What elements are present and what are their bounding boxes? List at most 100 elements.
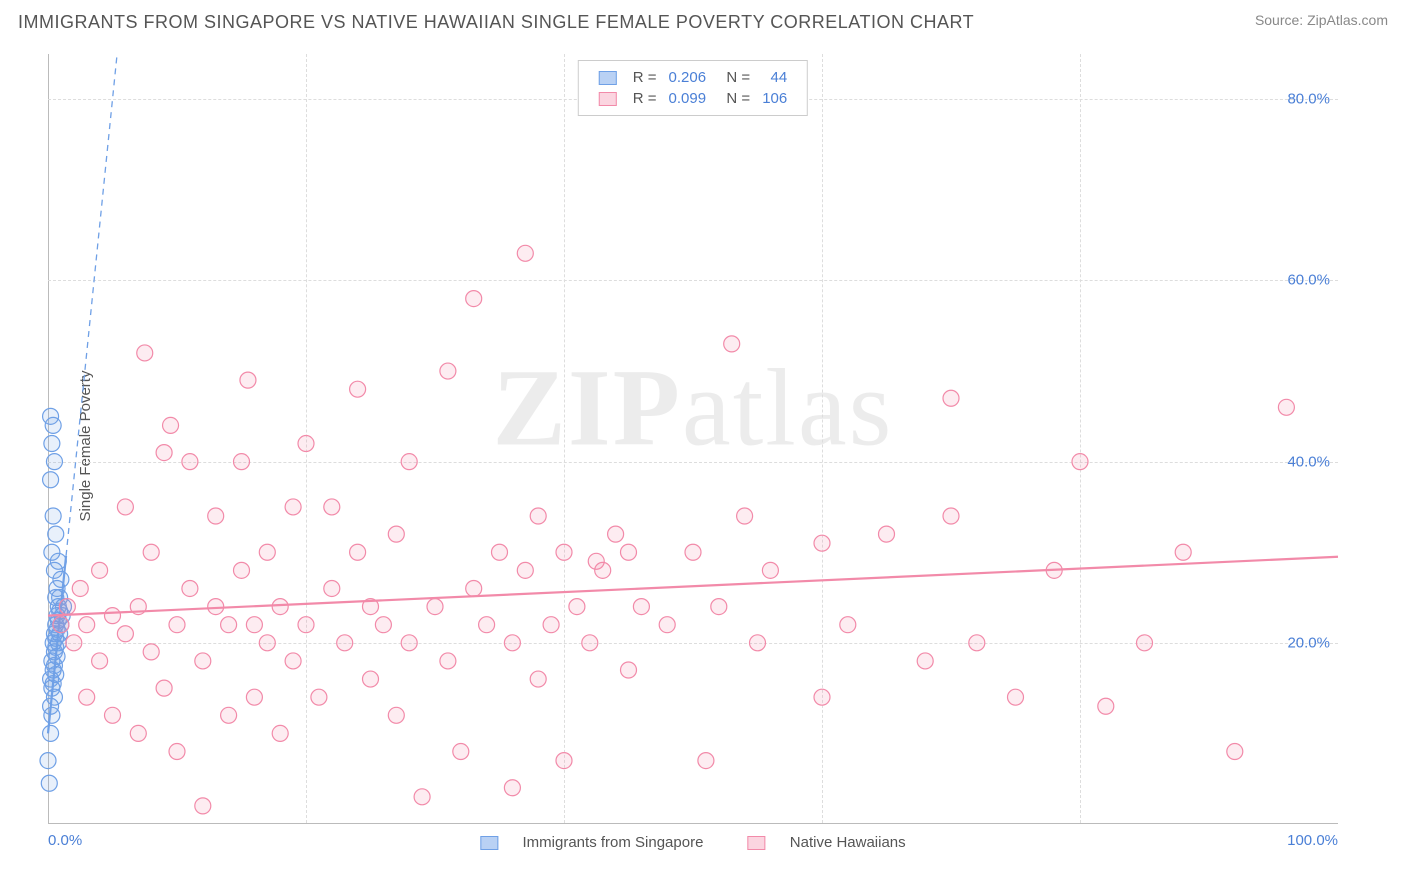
data-point-hawaiian bbox=[414, 789, 430, 805]
data-point-hawaiian bbox=[259, 635, 275, 651]
data-point-hawaiian bbox=[401, 454, 417, 470]
data-point-hawaiian bbox=[66, 635, 82, 651]
data-point-hawaiian bbox=[105, 608, 121, 624]
data-point-hawaiian bbox=[182, 454, 198, 470]
data-point-hawaiian bbox=[659, 617, 675, 633]
data-point-singapore bbox=[48, 526, 64, 542]
data-point-singapore bbox=[44, 544, 60, 560]
data-point-hawaiian bbox=[466, 291, 482, 307]
data-point-hawaiian bbox=[750, 635, 766, 651]
data-point-hawaiian bbox=[246, 689, 262, 705]
data-point-hawaiian bbox=[350, 544, 366, 560]
data-point-singapore bbox=[46, 454, 62, 470]
data-point-hawaiian bbox=[163, 417, 179, 433]
data-point-hawaiian bbox=[208, 508, 224, 524]
chart-title: IMMIGRANTS FROM SINGAPORE VS NATIVE HAWA… bbox=[18, 12, 974, 33]
data-point-hawaiian bbox=[137, 345, 153, 361]
data-point-hawaiian bbox=[530, 671, 546, 687]
data-point-hawaiian bbox=[234, 454, 250, 470]
data-point-hawaiian bbox=[453, 744, 469, 760]
legend-item-hawaiian: Native Hawaiians bbox=[738, 834, 916, 851]
data-point-hawaiian bbox=[1278, 399, 1294, 415]
data-point-hawaiian bbox=[298, 617, 314, 633]
data-point-hawaiian bbox=[517, 562, 533, 578]
data-point-hawaiian bbox=[259, 544, 275, 560]
x-tick-label: 100.0% bbox=[1287, 832, 1338, 849]
data-point-hawaiian bbox=[324, 580, 340, 596]
data-point-hawaiian bbox=[504, 635, 520, 651]
data-point-hawaiian bbox=[840, 617, 856, 633]
data-point-hawaiian bbox=[698, 753, 714, 769]
data-point-hawaiian bbox=[195, 798, 211, 814]
source-attribution: Source: ZipAtlas.com bbox=[1255, 12, 1388, 28]
data-point-hawaiian bbox=[221, 617, 237, 633]
data-point-hawaiian bbox=[117, 626, 133, 642]
data-point-hawaiian bbox=[117, 499, 133, 515]
data-point-hawaiian bbox=[1098, 698, 1114, 714]
data-point-hawaiian bbox=[169, 617, 185, 633]
data-point-hawaiian bbox=[556, 544, 572, 560]
data-point-hawaiian bbox=[530, 508, 546, 524]
data-point-hawaiian bbox=[479, 617, 495, 633]
data-point-hawaiian bbox=[388, 526, 404, 542]
data-point-hawaiian bbox=[711, 599, 727, 615]
data-point-hawaiian bbox=[337, 635, 353, 651]
data-point-hawaiian bbox=[92, 562, 108, 578]
data-point-hawaiian bbox=[401, 635, 417, 651]
data-point-hawaiian bbox=[72, 580, 88, 596]
data-point-singapore bbox=[43, 408, 59, 424]
data-point-hawaiian bbox=[350, 381, 366, 397]
data-point-hawaiian bbox=[633, 599, 649, 615]
data-point-hawaiian bbox=[1072, 454, 1088, 470]
data-point-hawaiian bbox=[53, 617, 69, 633]
data-point-hawaiian bbox=[737, 508, 753, 524]
data-point-hawaiian bbox=[324, 499, 340, 515]
data-point-hawaiian bbox=[724, 336, 740, 352]
y-tick-label: 40.0% bbox=[1287, 453, 1330, 470]
data-point-hawaiian bbox=[221, 707, 237, 723]
data-point-hawaiian bbox=[917, 653, 933, 669]
data-point-hawaiian bbox=[556, 753, 572, 769]
data-point-hawaiian bbox=[79, 617, 95, 633]
swatch-singapore bbox=[599, 71, 617, 85]
series-legend: Immigrants from Singapore Native Hawaiia… bbox=[460, 834, 925, 851]
data-point-hawaiian bbox=[311, 689, 327, 705]
data-point-hawaiian bbox=[440, 363, 456, 379]
data-point-hawaiian bbox=[375, 617, 391, 633]
data-point-hawaiian bbox=[492, 544, 508, 560]
data-point-hawaiian bbox=[156, 445, 172, 461]
legend-row-singapore: R =0.206 N =44 bbox=[593, 67, 793, 88]
data-point-hawaiian bbox=[814, 535, 830, 551]
data-point-hawaiian bbox=[363, 671, 379, 687]
data-point-hawaiian bbox=[814, 689, 830, 705]
data-point-hawaiian bbox=[182, 580, 198, 596]
data-point-hawaiian bbox=[504, 780, 520, 796]
data-point-hawaiian bbox=[621, 544, 637, 560]
data-point-singapore bbox=[41, 775, 57, 791]
data-point-hawaiian bbox=[105, 707, 121, 723]
data-point-hawaiian bbox=[762, 562, 778, 578]
data-point-singapore bbox=[43, 472, 59, 488]
data-point-hawaiian bbox=[285, 653, 301, 669]
data-point-hawaiian bbox=[569, 599, 585, 615]
data-point-hawaiian bbox=[246, 617, 262, 633]
swatch-hawaiian bbox=[599, 92, 617, 106]
data-point-hawaiian bbox=[685, 544, 701, 560]
data-point-hawaiian bbox=[427, 599, 443, 615]
legend-item-singapore: Immigrants from Singapore bbox=[470, 834, 717, 851]
data-point-hawaiian bbox=[240, 372, 256, 388]
data-point-hawaiian bbox=[59, 599, 75, 615]
data-point-hawaiian bbox=[440, 653, 456, 669]
data-point-hawaiian bbox=[208, 599, 224, 615]
data-point-hawaiian bbox=[466, 580, 482, 596]
data-point-hawaiian bbox=[272, 725, 288, 741]
data-point-hawaiian bbox=[621, 662, 637, 678]
data-point-hawaiian bbox=[143, 544, 159, 560]
data-point-hawaiian bbox=[608, 526, 624, 542]
data-point-hawaiian bbox=[92, 653, 108, 669]
data-point-hawaiian bbox=[969, 635, 985, 651]
data-point-hawaiian bbox=[298, 436, 314, 452]
data-point-hawaiian bbox=[143, 644, 159, 660]
correlation-legend: R =0.206 N =44 R =0.099 N =106 bbox=[578, 60, 808, 116]
data-point-singapore bbox=[44, 436, 60, 452]
